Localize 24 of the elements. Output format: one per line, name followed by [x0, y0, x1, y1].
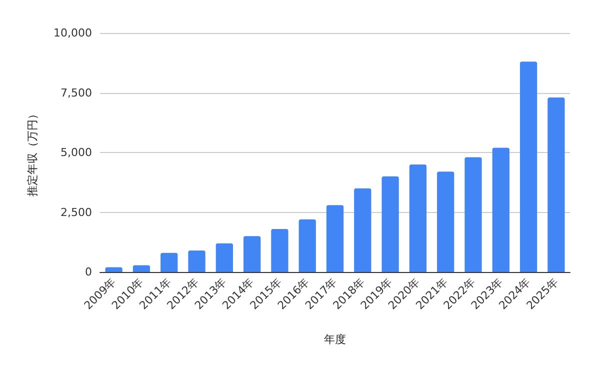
y-tick-label: 0 — [85, 266, 92, 278]
y-axis-title: 推定年収（万円） — [26, 108, 39, 196]
y-tick-label: 10,000 — [54, 26, 92, 40]
bar — [437, 172, 454, 272]
y-tick-label: 2,500 — [60, 206, 92, 219]
bar — [464, 157, 482, 272]
bar — [216, 243, 233, 272]
bar — [326, 205, 344, 272]
bar — [492, 148, 510, 272]
bar — [298, 219, 316, 272]
x-axis-title: 年度 — [324, 333, 346, 346]
bar — [132, 265, 150, 272]
bar — [160, 252, 178, 272]
bar — [548, 98, 565, 272]
bar — [271, 228, 288, 272]
bar — [354, 188, 372, 272]
bar — [243, 236, 261, 272]
bar — [105, 267, 122, 272]
bar — [520, 62, 538, 272]
bar — [188, 250, 206, 272]
y-tick-label: 5,000 — [60, 146, 92, 159]
bar — [382, 176, 399, 272]
bar — [409, 164, 427, 272]
y-tick-label: 7,500 — [60, 86, 92, 100]
